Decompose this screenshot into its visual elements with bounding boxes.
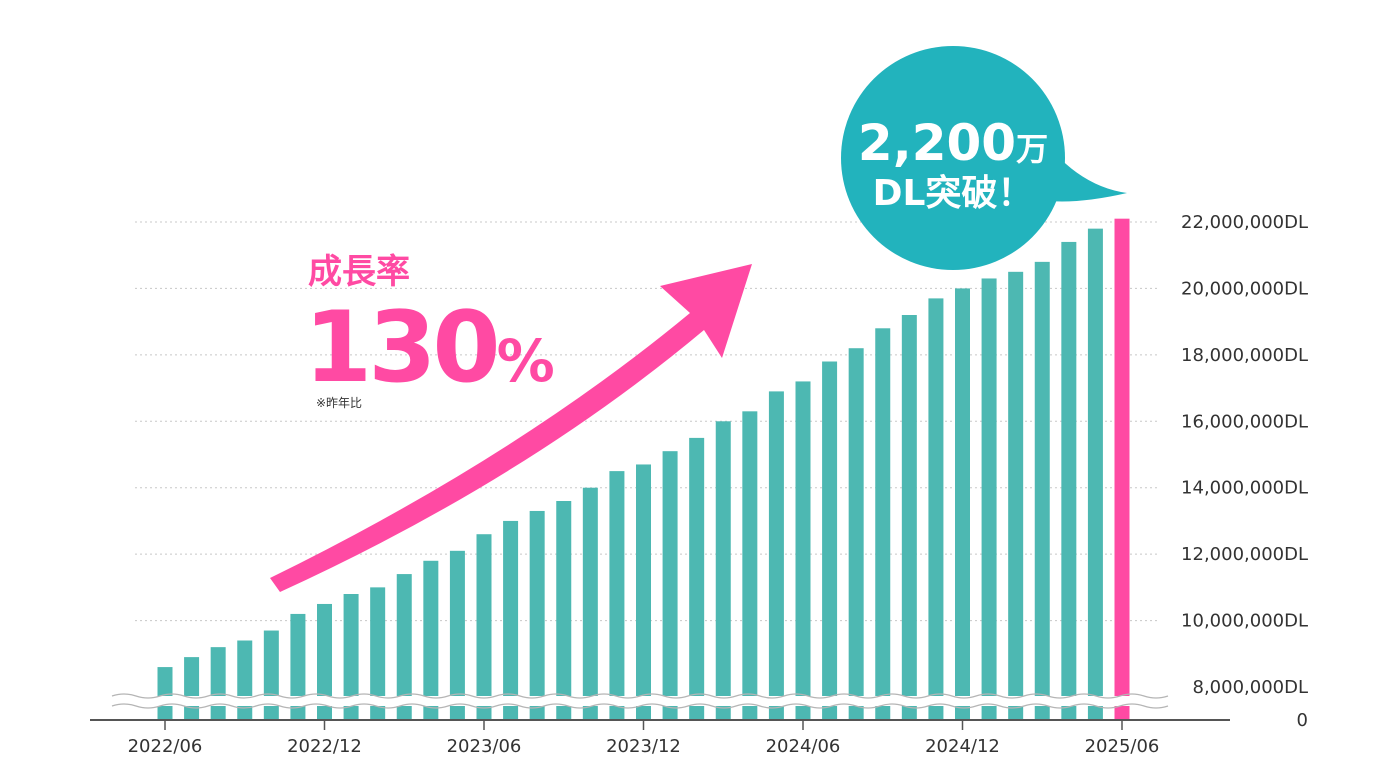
x-axis-tick-label: 2023/06 bbox=[447, 736, 522, 757]
bar bbox=[556, 501, 572, 720]
axis-break bbox=[110, 693, 1169, 709]
x-axis-tick-label: 2024/06 bbox=[766, 736, 841, 757]
bar bbox=[1061, 241, 1077, 720]
bar bbox=[343, 594, 359, 720]
x-axis-tick-label: 2023/12 bbox=[606, 736, 681, 757]
x-axis-tick-label: 2025/06 bbox=[1085, 736, 1160, 757]
bar bbox=[1034, 261, 1050, 720]
y-axis-tick-label: 18,000,000DL bbox=[1181, 345, 1308, 366]
x-axis-tick-label: 2022/12 bbox=[287, 736, 362, 757]
bar bbox=[875, 328, 891, 720]
bar bbox=[157, 667, 173, 720]
milestone-bubble: 2,200万 DL突破！ bbox=[841, 46, 1127, 270]
bar-highlight bbox=[1114, 218, 1130, 720]
bar bbox=[582, 487, 598, 720]
bar bbox=[689, 437, 705, 720]
bar bbox=[928, 298, 944, 720]
bar bbox=[901, 315, 917, 720]
x-axis-tick-label: 2022/06 bbox=[128, 736, 203, 757]
bar bbox=[1087, 228, 1103, 720]
growth-arrow-icon bbox=[270, 264, 752, 592]
growth-rate-label: 成長率 bbox=[308, 252, 410, 292]
bar bbox=[715, 421, 731, 720]
bar bbox=[317, 603, 332, 720]
bar bbox=[210, 647, 226, 720]
bar bbox=[423, 560, 439, 720]
bar bbox=[449, 550, 465, 720]
bar bbox=[955, 288, 970, 720]
growth-rate-note: ※昨年比 bbox=[316, 396, 362, 410]
y-axis-tick-label: 8,000,000DL bbox=[1193, 677, 1309, 698]
bar bbox=[529, 510, 545, 720]
gridlines bbox=[135, 221, 1160, 622]
bar bbox=[609, 471, 625, 720]
bar bbox=[476, 534, 492, 720]
y-axis-tick-label: 14,000,000DL bbox=[1181, 478, 1308, 499]
bar bbox=[795, 381, 811, 720]
y-axis-tick-label: 0 bbox=[1297, 710, 1308, 731]
milestone-caption: DL突破！ bbox=[873, 173, 1034, 214]
bar bbox=[263, 630, 279, 720]
axis-break-line bbox=[111, 693, 1169, 699]
bar bbox=[636, 464, 651, 720]
bar bbox=[662, 451, 678, 720]
y-axis-tick-label: 16,000,000DL bbox=[1181, 411, 1308, 432]
y-axis-tick-label: 12,000,000DL bbox=[1181, 544, 1308, 565]
bar bbox=[848, 348, 864, 720]
y-axis-tick-label: 20,000,000DL bbox=[1181, 278, 1308, 299]
bar bbox=[1008, 271, 1024, 720]
bar bbox=[396, 574, 412, 720]
bars bbox=[157, 218, 1130, 720]
x-axis-tick-label: 2024/12 bbox=[925, 736, 1000, 757]
axis-break-line bbox=[111, 703, 1169, 709]
y-axis-tick-label: 22,000,000DL bbox=[1181, 212, 1308, 233]
bar bbox=[503, 520, 519, 720]
bar bbox=[184, 657, 200, 720]
bar bbox=[822, 361, 838, 720]
y-axis-tick-label: 10,000,000DL bbox=[1181, 611, 1308, 632]
y-axis-tick-labels: 0 8,000,000DL 10,000,000DL 12,000,000DL 14,0… bbox=[1181, 212, 1308, 731]
axis-break-gap bbox=[110, 696, 1162, 706]
milestone-number: 2,200万 bbox=[858, 114, 1048, 172]
growth-rate-value: 130% bbox=[304, 291, 554, 405]
bar bbox=[290, 613, 306, 720]
bar bbox=[768, 391, 784, 720]
bar bbox=[742, 411, 758, 720]
x-axis-tick-labels: 2022/06 2022/12 2023/06 2023/12 2024/06 2024/… bbox=[128, 720, 1160, 757]
bar bbox=[370, 587, 386, 720]
bar bbox=[981, 278, 997, 720]
